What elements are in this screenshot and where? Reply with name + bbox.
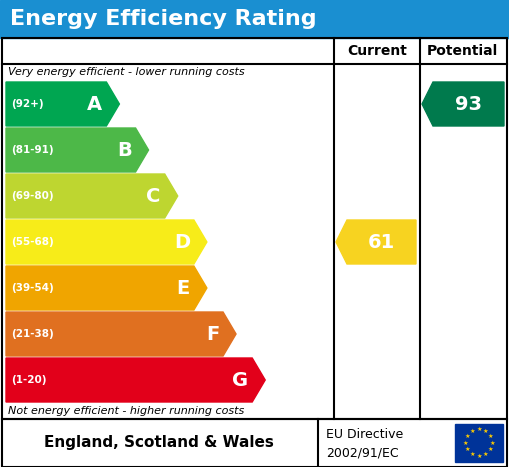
- Text: ★: ★: [469, 429, 475, 434]
- Text: (21-38): (21-38): [11, 329, 54, 339]
- Polygon shape: [6, 82, 120, 126]
- Polygon shape: [336, 220, 416, 264]
- Text: Potential: Potential: [427, 44, 498, 58]
- Text: ★: ★: [490, 440, 495, 446]
- Text: 93: 93: [455, 94, 482, 113]
- Text: ★: ★: [483, 452, 489, 457]
- Text: ★: ★: [476, 454, 482, 459]
- Text: Current: Current: [347, 44, 407, 58]
- Text: Not energy efficient - higher running costs: Not energy efficient - higher running co…: [8, 405, 244, 416]
- Bar: [2, 38, 507, 419]
- Polygon shape: [6, 174, 178, 218]
- Text: Very energy efficient - lower running costs: Very energy efficient - lower running co…: [8, 67, 245, 77]
- Text: (92+): (92+): [11, 99, 44, 109]
- Text: D: D: [174, 233, 190, 252]
- Text: England, Scotland & Wales: England, Scotland & Wales: [44, 436, 274, 451]
- Text: F: F: [206, 325, 219, 344]
- Polygon shape: [6, 266, 207, 310]
- Text: ★: ★: [488, 447, 493, 452]
- Text: EU Directive: EU Directive: [326, 428, 403, 441]
- Polygon shape: [422, 82, 504, 126]
- Text: ★: ★: [476, 427, 482, 432]
- Text: ★: ★: [465, 447, 470, 452]
- Text: ★: ★: [465, 434, 470, 439]
- Polygon shape: [6, 128, 149, 172]
- Text: (69-80): (69-80): [11, 191, 53, 201]
- Bar: [0, 0, 509, 38]
- Text: 61: 61: [368, 233, 395, 252]
- Text: B: B: [117, 141, 131, 160]
- Text: (1-20): (1-20): [11, 375, 46, 385]
- Text: 2002/91/EC: 2002/91/EC: [326, 446, 399, 459]
- Text: ★: ★: [469, 452, 475, 457]
- Polygon shape: [6, 220, 207, 264]
- Text: E: E: [177, 278, 190, 297]
- Bar: [455, 424, 503, 462]
- Polygon shape: [6, 312, 236, 356]
- Text: (55-68): (55-68): [11, 237, 54, 247]
- Text: Energy Efficiency Rating: Energy Efficiency Rating: [10, 9, 317, 29]
- Text: C: C: [147, 186, 161, 205]
- Bar: [2, 419, 507, 467]
- Text: (81-91): (81-91): [11, 145, 53, 155]
- Text: A: A: [87, 94, 102, 113]
- Text: G: G: [232, 370, 248, 389]
- Text: (39-54): (39-54): [11, 283, 54, 293]
- Text: ★: ★: [483, 429, 489, 434]
- Polygon shape: [6, 358, 265, 402]
- Text: ★: ★: [463, 440, 468, 446]
- Text: ★: ★: [488, 434, 493, 439]
